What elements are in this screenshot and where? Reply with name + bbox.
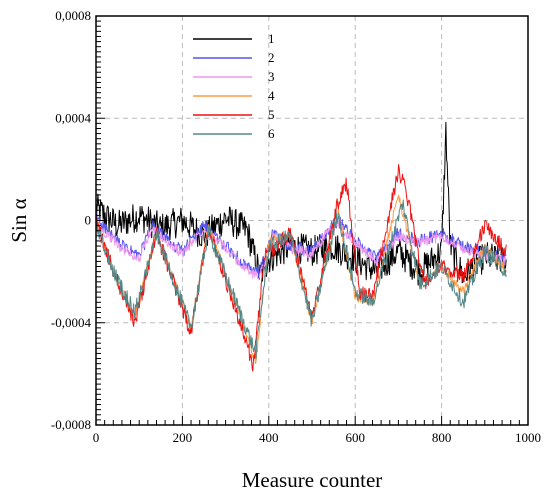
legend: 1 2 3 4 5 6 xyxy=(193,31,275,141)
legend-label-5: 5 xyxy=(268,107,275,122)
legend-label-1: 1 xyxy=(268,31,275,46)
axis-ticks xyxy=(95,15,529,426)
y-tick-label: -0,0008 xyxy=(51,417,91,432)
tick-labels: 0 200 400 600 800 1000 -0,0008 -0,0004 0 0,0004 0,… xyxy=(51,8,541,445)
x-tick-label: 0 xyxy=(93,430,100,445)
x-axis-title: Measure counter xyxy=(242,468,383,492)
series-line-6 xyxy=(95,199,507,360)
y-tick-label: 0 xyxy=(85,213,92,228)
y-axis-title: Sin α xyxy=(7,198,31,242)
legend-label-4: 4 xyxy=(268,88,275,103)
legend-label-6: 6 xyxy=(268,126,275,141)
y-tick-label: 0,0008 xyxy=(55,8,91,23)
x-tick-label: 1000 xyxy=(515,430,541,445)
x-tick-label: 600 xyxy=(345,430,365,445)
series-line-1 xyxy=(95,121,507,287)
x-tick-label: 400 xyxy=(259,430,279,445)
x-tick-label: 800 xyxy=(432,430,452,445)
y-tick-label: -0,0004 xyxy=(51,315,92,330)
series-line-3 xyxy=(95,219,507,280)
legend-label-2: 2 xyxy=(268,50,275,65)
y-tick-label: 0,0004 xyxy=(55,110,91,125)
legend-label-3: 3 xyxy=(268,69,275,84)
series-layer xyxy=(95,121,507,372)
x-tick-label: 200 xyxy=(173,430,193,445)
